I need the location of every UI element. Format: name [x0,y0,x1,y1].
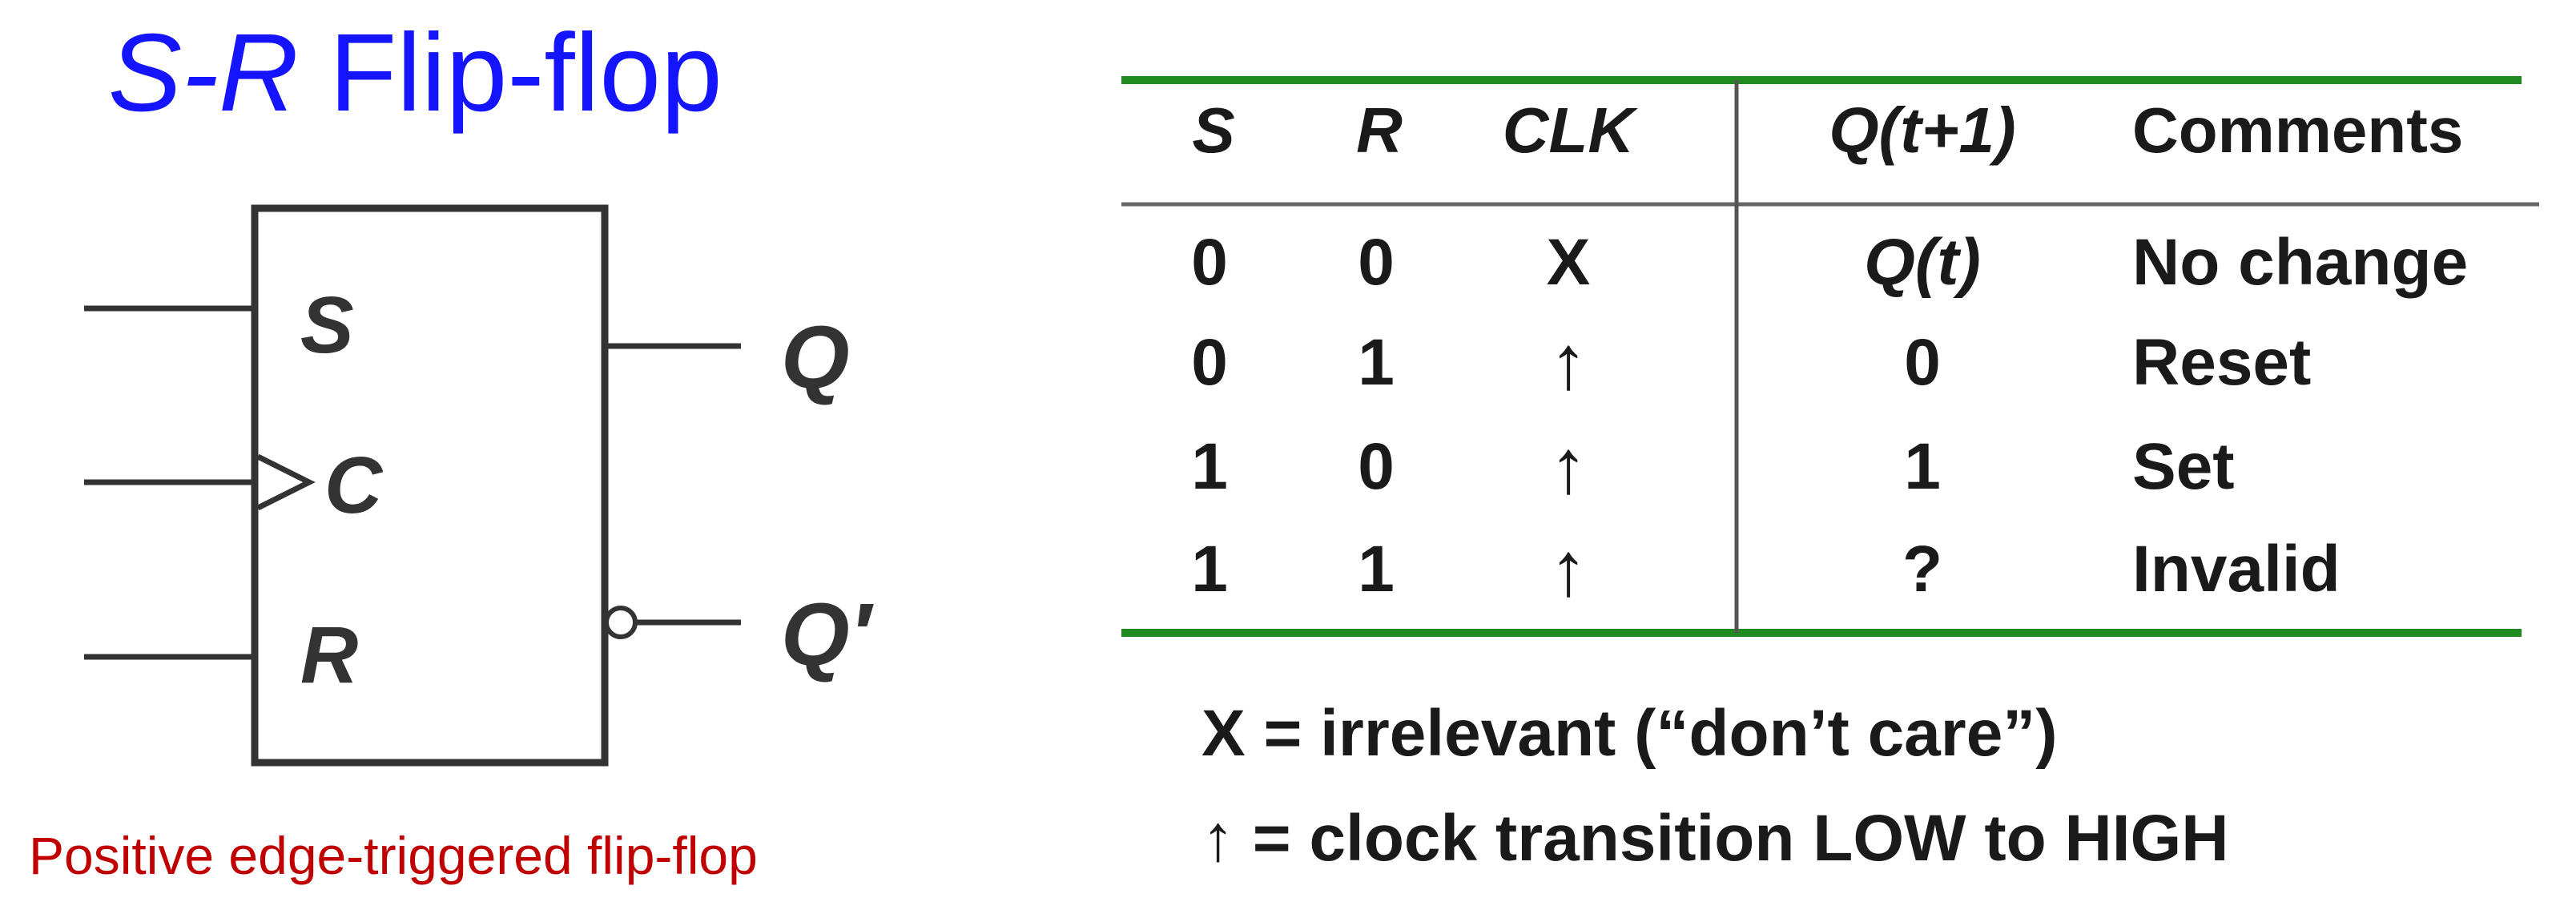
clock-edge-triangle [256,453,316,511]
header-comments: Comments [2132,95,2463,166]
q-output-label: Q [781,308,850,407]
table-cell: 0 [1358,430,1395,503]
table-cell: ↑ [1549,320,1588,405]
header-r: R [1356,95,1403,166]
inversion-bubble [604,606,638,639]
header-clk: CLK [1503,95,1639,166]
table-cell: 1 [1904,430,1941,503]
table-cell: 1 [1191,430,1228,503]
table-cell: 0 [1358,226,1395,299]
legend-clock-transition: ↑ = clock transition LOW to HIGH [1201,802,2229,875]
table-cell: 0 [1191,226,1228,299]
header-s: S [1192,95,1234,166]
table-cell: 1 [1358,326,1395,399]
table-cell: ? [1902,533,1942,606]
table-cell: 0 [1904,326,1941,399]
table-cell: Q(t) [1864,226,1981,299]
title-rest: Flip-flop [298,11,722,135]
title-italic: S-R [108,11,299,135]
table-cell: ↑ [1549,527,1588,612]
table-cell: X [1547,226,1591,299]
table-cell: Reset [2132,326,2311,399]
table-cell: ↑ [1549,425,1588,509]
table-cell: Invalid [2132,533,2341,606]
r-pin-label: R [300,610,358,700]
page-title: S-R Flip-flop [108,18,722,128]
c-pin-label: C [324,441,384,530]
table-cell: 1 [1191,533,1228,606]
s-pin-label: S [300,280,354,370]
header-next-state: Q(t+1) [1829,95,2015,166]
table-cell: No change [2132,226,2468,299]
table-cell: 0 [1191,326,1228,399]
legend-dont-care: X = irrelevant (“don’t care”) [1201,697,2058,770]
diagram-caption: Positive edge-triggered flip-flop [29,826,758,885]
table-cell: Set [2132,430,2235,503]
q-bar-output-label: Q′ [781,586,875,684]
table-cell: 1 [1358,533,1395,606]
flip-flop-box [251,204,609,767]
